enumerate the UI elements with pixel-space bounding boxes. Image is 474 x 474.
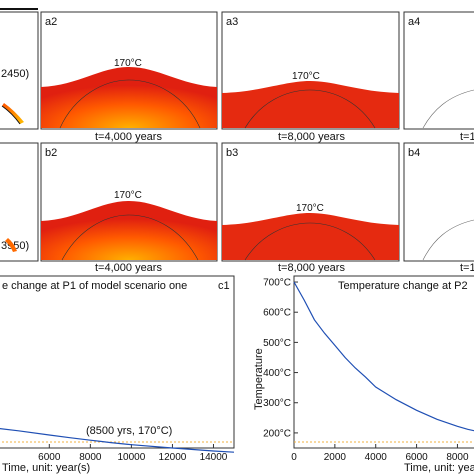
- c1-x-tick-label: 12000: [159, 452, 187, 463]
- a2-label: a2: [45, 16, 57, 28]
- c1-title: e change at P1 of model scenario one: [2, 280, 187, 292]
- c1-x-tick-label: 10000: [117, 452, 145, 463]
- b3-isotherm: [244, 222, 376, 261]
- b1-hot-streak: [5, 238, 17, 252]
- panel-a4: a4 t=1: [403, 11, 474, 143]
- b4-isotherm: [422, 219, 474, 261]
- c2-x-tick-label: 4000: [365, 452, 388, 463]
- chart-c2: Temperature change at P2 Temperature 0 20…: [253, 275, 474, 474]
- c2-title: Temperature change at P2: [338, 280, 468, 292]
- c2-y-tick-label: 200°C: [263, 428, 291, 439]
- c1-xlabel: Time, unit: year(s): [2, 462, 90, 474]
- panel-b3: b3 170°C t=8,000 years: [221, 142, 400, 274]
- a4-time: t=1: [460, 131, 474, 143]
- b2-heat-blob: [41, 201, 217, 260]
- b2-time: t=4,000 years: [95, 262, 162, 274]
- c2-y-tick-label: 300°C: [263, 398, 291, 409]
- c1-x-tick-label: 8000: [79, 452, 102, 463]
- c1-x-tick-label: 14000: [200, 452, 228, 463]
- c2-y-tick-label: 500°C: [263, 338, 291, 349]
- b3-time: t=8,000 years: [278, 262, 345, 274]
- c1-plot: [0, 428, 235, 453]
- a1-annotation: 2450): [1, 68, 29, 80]
- a3-heat-blob: [222, 81, 399, 128]
- b4-time: t=1: [460, 262, 474, 274]
- panel-b4: b4 t=1: [403, 142, 474, 274]
- c2-y-tick-label: 600°C: [263, 308, 291, 319]
- c1-x-tick-label: 6000: [38, 452, 61, 463]
- c1-frame: [0, 275, 235, 449]
- c2-ticks: 0 2000 4000 6000 8000 200°C 300°C 400°C 500°C 600…: [263, 278, 469, 463]
- a3-time: t=8,000 years: [278, 131, 345, 143]
- panel-b2: b2 170°C t=4,000 years: [40, 142, 218, 274]
- a2-isotherm: [59, 79, 201, 129]
- a4-label: a4: [408, 16, 420, 28]
- c2-x-tick-label: 0: [291, 452, 297, 463]
- c2-plot: [293, 281, 474, 443]
- chart-c1: e change at P1 of model scenario one c1 …: [0, 275, 235, 474]
- c2-y-tick-label: 400°C: [263, 368, 291, 379]
- c2-series-line: [293, 281, 474, 432]
- a3-isotherm: [244, 89, 376, 129]
- b3-label: b3: [226, 147, 238, 159]
- a4-isotherm: [422, 89, 474, 129]
- c2-frame: [293, 275, 474, 449]
- b4-label: b4: [408, 147, 420, 159]
- a2-temp: 170°C: [114, 58, 142, 69]
- panel-b1: 3950): [0, 142, 39, 262]
- c2-x-tick-label: 6000: [405, 452, 428, 463]
- a2-heat-blob: [41, 67, 217, 128]
- b3-heat-blob: [222, 213, 399, 260]
- c1-annotation: (8500 yrs, 170°C): [86, 425, 172, 437]
- c2-y-tick-label: 700°C: [263, 278, 291, 289]
- a3-label: a3: [226, 16, 238, 28]
- b2-isotherm: [61, 214, 199, 261]
- b2-temp: 170°C: [114, 190, 142, 201]
- a1-hot-streak: [2, 103, 24, 124]
- c1-panel-label: c1: [218, 280, 230, 292]
- c2-x-tick-label: 2000: [324, 452, 347, 463]
- b2-label: b2: [45, 147, 57, 159]
- c1-series-line: [0, 428, 235, 453]
- a2-time: t=4,000 years: [95, 131, 162, 143]
- c2-xlabel: Time, unit: yea: [404, 462, 474, 474]
- scale-bar: [0, 8, 38, 10]
- panel-a1: 2450): [0, 11, 39, 130]
- panel-a2: a2 170°C t=4,000 years: [40, 11, 218, 143]
- panel-a3: a3 170°C t=8,000 years: [221, 11, 400, 143]
- c2-x-tick-label: 8000: [446, 452, 469, 463]
- a3-temp: 170°C: [292, 71, 320, 82]
- b3-temp: 170°C: [296, 203, 324, 214]
- c2-ylabel: Temperature: [253, 348, 265, 410]
